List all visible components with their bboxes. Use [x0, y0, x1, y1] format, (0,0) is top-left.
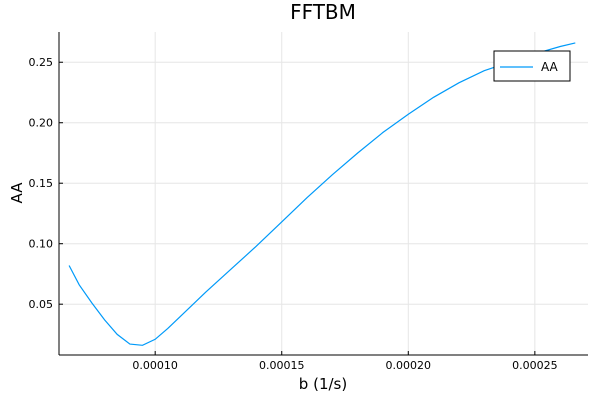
x-axis-label: b (1/s) [299, 375, 347, 393]
y-tick-label: 0.20 [29, 117, 54, 130]
y-ticks: 0.05 0.10 0.15 0.20 0.25 [29, 56, 63, 311]
x-tick-label: 0.00020 [386, 359, 432, 372]
legend: AA [493, 50, 571, 82]
series-line-aa [68, 42, 576, 346]
y-tick-label: 0.05 [29, 298, 54, 311]
x-tick-label: 0.00025 [512, 359, 558, 372]
x-ticks: 0.00010 0.00015 0.00020 0.00025 [132, 351, 558, 372]
x-tick-label: 0.00015 [259, 359, 305, 372]
y-tick-label: 0.10 [29, 238, 54, 251]
x-tick-label: 0.00010 [132, 359, 178, 372]
y-tick-label: 0.25 [29, 56, 54, 69]
y-axis-label: AA [8, 182, 26, 204]
legend-box [493, 50, 571, 82]
legend-label-aa: AA [541, 60, 559, 74]
y-tick-label: 0.15 [29, 177, 54, 190]
chart-title: FFTBM [290, 0, 356, 24]
